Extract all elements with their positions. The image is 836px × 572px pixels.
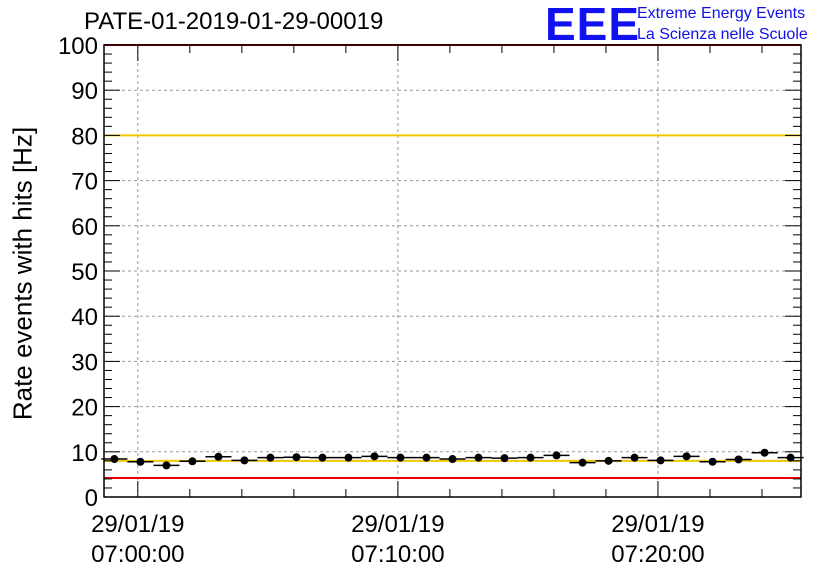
data-point [552,451,561,460]
data-point [162,461,171,470]
data-point [786,453,795,462]
x-tick-time: 07:20:00 [611,541,705,568]
y-tick-label: 80 [71,123,98,150]
data-point [422,453,431,462]
y-tick-label: 10 [71,440,98,467]
data-point [578,458,587,467]
data-point [344,453,353,462]
y-tick-label: 60 [71,214,98,241]
data-point [266,453,275,462]
x-tick-label: 29/01/19 07:20:00 [588,510,728,570]
x-tick-label: 29/01/19 07:10:00 [328,510,468,570]
x-tick-time: 07:10:00 [351,541,445,568]
data-point [656,456,665,465]
data-point [500,454,509,463]
data-point [448,455,457,464]
data-point [110,455,119,464]
data-point [604,456,613,465]
data-point [526,453,535,462]
y-tick-label: 70 [71,169,98,196]
data-point [214,452,223,461]
chart-title: PATE-01-2019-01-29-00019 [84,8,384,35]
logo-line-2: La Scienza nelle Scuole [637,26,808,43]
data-point [240,456,249,465]
logo-line-1: Extreme Energy Events [637,5,806,22]
data-point [630,453,639,462]
y-tick-label: 40 [71,304,98,331]
data-point [734,455,743,464]
data-point [188,457,197,466]
data-point [682,452,691,461]
eee-logo-mark: EEE [545,0,641,50]
x-tick-time: 07:00:00 [91,541,185,568]
data-point [760,448,769,457]
data-point [708,457,717,466]
y-tick-label: 50 [71,259,98,286]
data-point [396,453,405,462]
y-tick-label: 90 [71,78,98,105]
data-point [292,453,301,462]
x-tick-date: 29/01/19 [611,511,705,538]
y-tick-label: 0 [85,485,98,512]
x-tick-date: 29/01/19 [91,511,185,538]
data-point [474,453,483,462]
x-tick-date: 29/01/19 [351,511,445,538]
y-tick-label: 30 [71,349,98,376]
y-tick-label: 100 [58,33,98,60]
data-point [370,452,379,461]
data-point [136,457,145,466]
data-point [318,453,327,462]
x-tick-label: 29/01/19 07:00:00 [68,510,208,570]
y-tick-label: 20 [71,395,98,422]
